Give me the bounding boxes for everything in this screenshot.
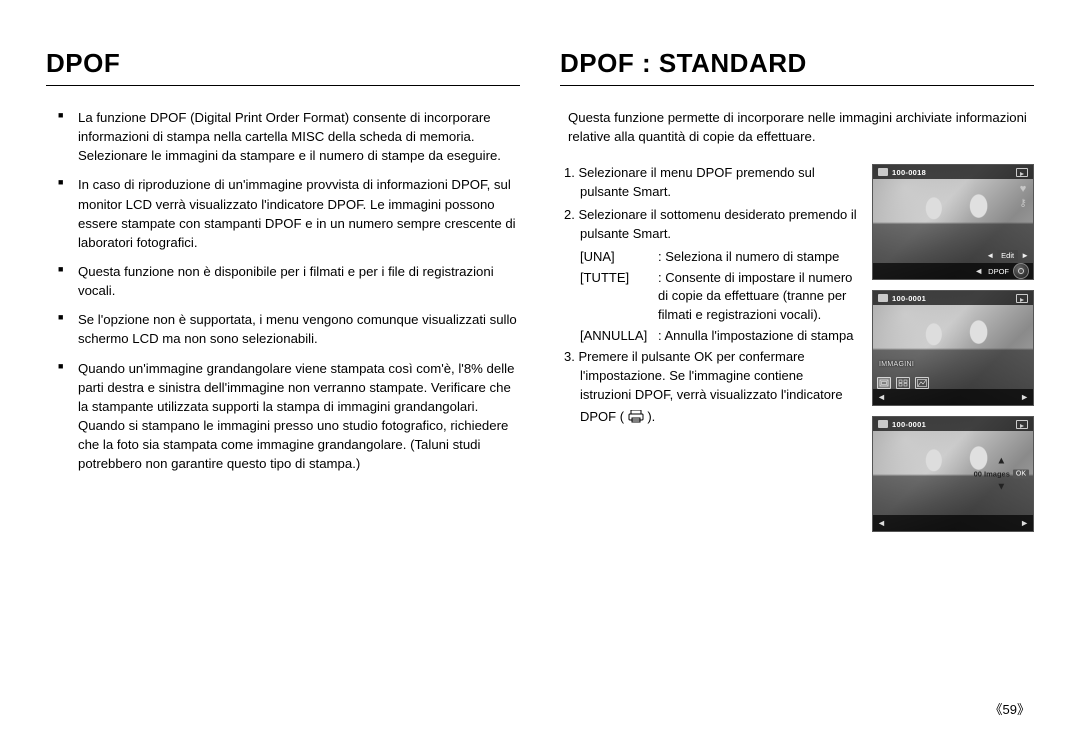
ok-badge: OK xyxy=(1013,470,1029,479)
dpof-label: DPOF ( xyxy=(580,409,624,424)
folder-icon xyxy=(878,294,888,302)
arrow-down-icon: ▼ xyxy=(996,482,1006,493)
play-mode-icon xyxy=(1016,168,1028,177)
bullet-list: La funzione DPOF (Digital Print Order Fo… xyxy=(46,108,520,473)
bullet-item: Quando un'immagine grandangolare viene s… xyxy=(64,359,520,474)
option-row: [UNA] : Seleziona il numero di stampe xyxy=(560,248,858,267)
steps: 1. Selezionare il menu DPOF premendo sul… xyxy=(560,164,858,532)
file-number: 100-0001 xyxy=(892,294,926,303)
intro-text: Questa funzione permette di incorporare … xyxy=(560,108,1034,146)
bullet-item: In caso di riproduzione di un'immagine p… xyxy=(64,175,520,252)
right-status-icons: ♥ ⚷ xyxy=(1017,183,1029,210)
menu-label: IMMAGINI xyxy=(879,361,914,368)
lcd-bottombar: ◄ DPOF xyxy=(873,263,1033,279)
heading-dpof: DPOF xyxy=(46,48,520,86)
arrow-right-icon: ► xyxy=(1021,251,1029,260)
arrow-right-icon: ► xyxy=(1020,518,1029,528)
arrow-left-icon: ◄ xyxy=(877,518,886,528)
play-mode-icon xyxy=(1016,420,1028,429)
folder-icon xyxy=(878,420,888,428)
option-key: [TUTTE] xyxy=(580,269,658,326)
index-icon xyxy=(896,377,910,389)
right-body: 1. Selezionare il menu DPOF premendo sul… xyxy=(560,164,1034,532)
file-number: 100-0001 xyxy=(892,420,926,429)
page: DPOF La funzione DPOF (Digital Print Ord… xyxy=(46,48,1034,716)
page-number: 《59》 xyxy=(990,699,1030,718)
bullet-item: Questa funzione non è disponibile per i … xyxy=(64,262,520,300)
option-row: [TUTTE] : Consente di impostare il numer… xyxy=(560,269,858,326)
option-key: [UNA] xyxy=(580,248,658,267)
lcd-topbar: 100-0001 xyxy=(873,417,1033,431)
protect-icon: ⚷ xyxy=(1017,198,1029,210)
edit-row: ◄ Edit ► xyxy=(986,250,1029,261)
dpof-indicator-line: DPOF ( ). xyxy=(560,408,858,429)
heading-dpof-standard: DPOF : STANDARD xyxy=(560,48,1034,86)
option-val: : Consente di impostare il numero di cop… xyxy=(658,269,858,326)
option-row: [ANNULLA] : Annulla l'impostazione di st… xyxy=(560,327,858,346)
option-val: : Seleziona il numero di stampe xyxy=(658,248,858,267)
count-text: 00 Images xyxy=(974,470,1010,479)
arrow-left-icon: ◄ xyxy=(974,266,983,276)
bullet-item: La funzione DPOF (Digital Print Order Fo… xyxy=(64,108,520,165)
step-3: 3. Premere il pulsante OK per confermare… xyxy=(560,348,858,405)
lcd-bottombar: ◄ ► xyxy=(873,389,1033,405)
size-icon xyxy=(915,377,929,389)
arrow-up-icon: ▲ xyxy=(996,456,1006,467)
lcd-screen-1: 100-0018 ♥ ⚷ ◄ DPOF xyxy=(872,164,1034,280)
smart-dial-icon xyxy=(1013,263,1029,279)
lcd-topbar: 100-0001 xyxy=(873,291,1033,305)
play-mode-icon xyxy=(1016,294,1028,303)
bullet-item: Se l'opzione non è supportata, i menu ve… xyxy=(64,310,520,348)
left-column: DPOF La funzione DPOF (Digital Print Ord… xyxy=(46,48,520,716)
lcd-topbar: 100-0018 xyxy=(873,165,1033,179)
dpof-chip: DPOF xyxy=(988,267,1009,276)
lcd-screens: 100-0018 ♥ ⚷ ◄ DPOF xyxy=(872,164,1034,532)
step-2: 2. Selezionare il sottomenu desiderato p… xyxy=(560,206,858,244)
favorite-icon: ♥ xyxy=(1017,183,1029,195)
lcd-screen-3: 100-0001 ▲ 00 Images OK ▼ ◄ xyxy=(872,416,1034,532)
edit-chip: Edit xyxy=(997,250,1018,261)
option-key: [ANNULLA] xyxy=(580,327,658,346)
arrow-right-icon: ► xyxy=(1020,392,1029,402)
step-1: 1. Selezionare il menu DPOF premendo sul… xyxy=(560,164,858,202)
file-number: 100-0018 xyxy=(892,168,926,177)
dpof-close: ). xyxy=(647,409,655,424)
lcd-bottombar: ◄ ► xyxy=(873,515,1033,531)
lcd-screen-2: 100-0001 IMMAGINI xyxy=(872,290,1034,406)
printer-icon xyxy=(628,410,644,429)
arrow-left-icon: ◄ xyxy=(877,392,886,402)
right-column: DPOF : STANDARD Questa funzione permette… xyxy=(560,48,1034,716)
photo-placeholder xyxy=(873,165,1033,279)
dpof-type-icons xyxy=(877,377,929,389)
arrow-left-icon: ◄ xyxy=(986,251,994,260)
folder-icon xyxy=(878,168,888,176)
standard-icon xyxy=(877,377,891,389)
option-val: : Annulla l'impostazione di stampa xyxy=(658,327,858,346)
count-selector: ▲ 00 Images OK ▼ xyxy=(974,456,1029,493)
